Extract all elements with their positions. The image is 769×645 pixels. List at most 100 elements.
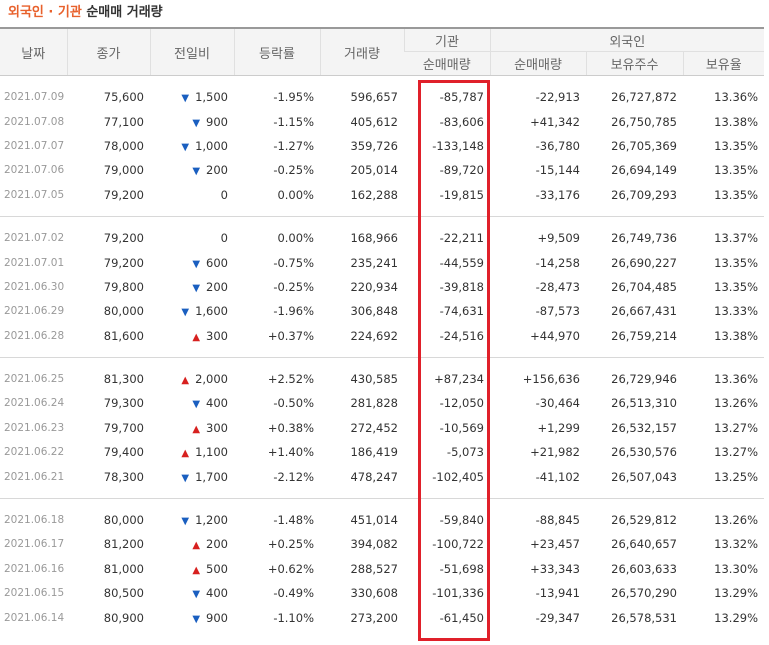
triangle-down-icon: ▼ [192, 166, 201, 178]
triangle-up-icon: ▲ [192, 331, 201, 343]
cell-institution-net: -133,148 [432, 138, 484, 153]
cell-close: 79,700 [103, 420, 144, 435]
cell-volume: 168,966 [350, 231, 398, 246]
cell-change: ▼ 400 [150, 391, 234, 415]
triangle-down-icon: ▼ [181, 93, 190, 105]
cell-change-value: 200 [206, 163, 228, 178]
cell-institution-net: -44,559 [439, 255, 484, 270]
cell-foreign-ratio: 13.27% [714, 445, 759, 460]
table-row: 2021.06.14 80,900 ▼ 900 -1.10% 273,200 -61,450… [0, 605, 764, 629]
cell-institution-net: -61,450 [439, 610, 484, 625]
triangle-down-icon: ▼ [192, 589, 201, 601]
cell-foreign-net: -14,258 [535, 255, 580, 270]
table-row: 2021.06.28 81,600 ▲ 300 +0.37% 224,692 -24,516… [0, 324, 764, 348]
cell-volume: 273,200 [350, 610, 398, 625]
cell-foreign-ratio: 13.36% [714, 372, 759, 387]
cell-change: ▼ 1,200 [150, 508, 234, 532]
header-date: 날짜 [0, 27, 67, 76]
cell-close: 81,000 [103, 561, 144, 576]
cell-change-value: 900 [206, 114, 228, 129]
cell-foreign-net: -29,347 [535, 610, 580, 625]
cell-volume: 235,241 [350, 255, 398, 270]
cell-rate: +1.40% [267, 445, 314, 460]
cell-rate: -1.27% [273, 138, 314, 153]
cell-change-value: 500 [206, 561, 228, 576]
group-divider [0, 206, 765, 217]
cell-institution-net: -12,050 [439, 396, 484, 411]
cell-close: 80,900 [103, 610, 144, 625]
cell-change-value: 2,000 [195, 372, 228, 387]
table-body: 2021.07.09 75,600 ▼ 1,500 -1.95% 596,657 -85,7… [0, 76, 765, 630]
table-row: 2021.07.09 75,600 ▼ 1,500 -1.95% 596,657 -85,7… [0, 85, 764, 109]
cell-foreign-holdings: 26,729,946 [611, 372, 677, 387]
cell-foreign-holdings: 26,667,431 [611, 304, 677, 319]
cell-foreign-ratio: 13.26% [714, 396, 759, 411]
header-institution-group: 기관 [403, 27, 490, 52]
header-change: 전일비 [149, 27, 234, 76]
triangle-down-icon: ▼ [192, 117, 201, 129]
cell-foreign-holdings: 26,529,812 [611, 513, 677, 528]
cell-volume: 186,419 [350, 445, 398, 460]
cell-change-value: 900 [206, 610, 228, 625]
cell-foreign-ratio: 13.29% [714, 586, 759, 601]
table-row: 2021.06.29 80,000 ▼ 1,600 -1.96% 306,848 -74,6… [0, 299, 764, 323]
cell-foreign-net: +9,509 [537, 231, 580, 246]
table-row: 2021.06.21 78,300 ▼ 1,700 -2.12% 478,247 -102,… [0, 464, 764, 488]
cell-change-value: 200 [206, 279, 228, 294]
cell-volume: 220,934 [350, 279, 398, 294]
cell-foreign-ratio: 13.29% [714, 610, 759, 625]
cell-foreign-holdings: 26,705,369 [611, 138, 677, 153]
cell-foreign-net: +156,636 [522, 372, 580, 387]
cell-foreign-ratio: 13.38% [714, 114, 759, 129]
cell-institution-net: -19,815 [439, 187, 484, 202]
cell-close: 80,500 [103, 586, 144, 601]
cell-institution-net: +87,234 [434, 372, 484, 387]
cell-date: 2021.06.23 [4, 421, 65, 434]
cell-close: 81,200 [103, 537, 144, 552]
cell-foreign-ratio: 13.35% [714, 187, 759, 202]
cell-change-value: 400 [206, 586, 228, 601]
group-spacer [0, 498, 764, 508]
cell-volume: 162,288 [350, 187, 398, 202]
header-foreign-net: 순매매량 [489, 51, 586, 76]
cell-foreign-ratio: 13.38% [714, 328, 759, 343]
cell-volume: 451,014 [350, 513, 398, 528]
cell-foreign-ratio: 13.35% [714, 163, 759, 178]
cell-change: ▼ 1,600 [150, 299, 234, 323]
cell-foreign-ratio: 13.37% [714, 231, 759, 246]
table-row: 2021.06.16 81,000 ▲ 500 +0.62% 288,527 -51,698… [0, 557, 764, 581]
cell-foreign-holdings: 26,727,872 [611, 90, 677, 105]
cell-date: 2021.06.14 [4, 611, 65, 624]
cell-date: 2021.07.05 [4, 188, 65, 201]
cell-date: 2021.06.16 [4, 562, 65, 575]
table-row: 2021.06.17 81,200 ▲ 200 +0.25% 394,082 -100,72… [0, 532, 764, 556]
cell-foreign-ratio: 13.26% [714, 513, 759, 528]
cell-rate: -1.48% [273, 513, 314, 528]
cell-foreign-holdings: 26,530,576 [611, 445, 677, 460]
triangle-up-icon: ▲ [192, 423, 201, 435]
cell-rate: -0.25% [273, 279, 314, 294]
cell-institution-net: -51,698 [439, 561, 484, 576]
cell-foreign-holdings: 26,704,485 [611, 279, 677, 294]
cell-change: ▼ 200 [150, 275, 234, 299]
cell-foreign-holdings: 26,532,157 [611, 420, 677, 435]
cell-institution-net: -102,405 [432, 469, 484, 484]
cell-foreign-ratio: 13.35% [714, 255, 759, 270]
cell-volume: 330,608 [350, 586, 398, 601]
header-foreign-holdings: 보유주수 [585, 51, 683, 76]
cell-close: 79,400 [103, 445, 144, 460]
cell-institution-net: -89,720 [439, 163, 484, 178]
cell-institution-net: -22,211 [439, 231, 484, 246]
cell-institution-net: -101,336 [432, 586, 484, 601]
cell-close: 81,300 [103, 372, 144, 387]
cell-date: 2021.06.18 [4, 514, 65, 527]
title-highlight: 외국인 · 기관 [8, 5, 82, 20]
cell-close: 80,000 [103, 304, 144, 319]
header-close: 종가 [66, 27, 150, 76]
cell-foreign-net: +1,299 [537, 420, 580, 435]
cell-change: ▲ 2,000 [150, 367, 234, 391]
cell-change-value: 1,500 [195, 90, 228, 105]
cell-rate: +0.25% [267, 537, 314, 552]
cell-change-value: 1,700 [195, 469, 228, 484]
cell-date: 2021.07.06 [4, 164, 65, 177]
